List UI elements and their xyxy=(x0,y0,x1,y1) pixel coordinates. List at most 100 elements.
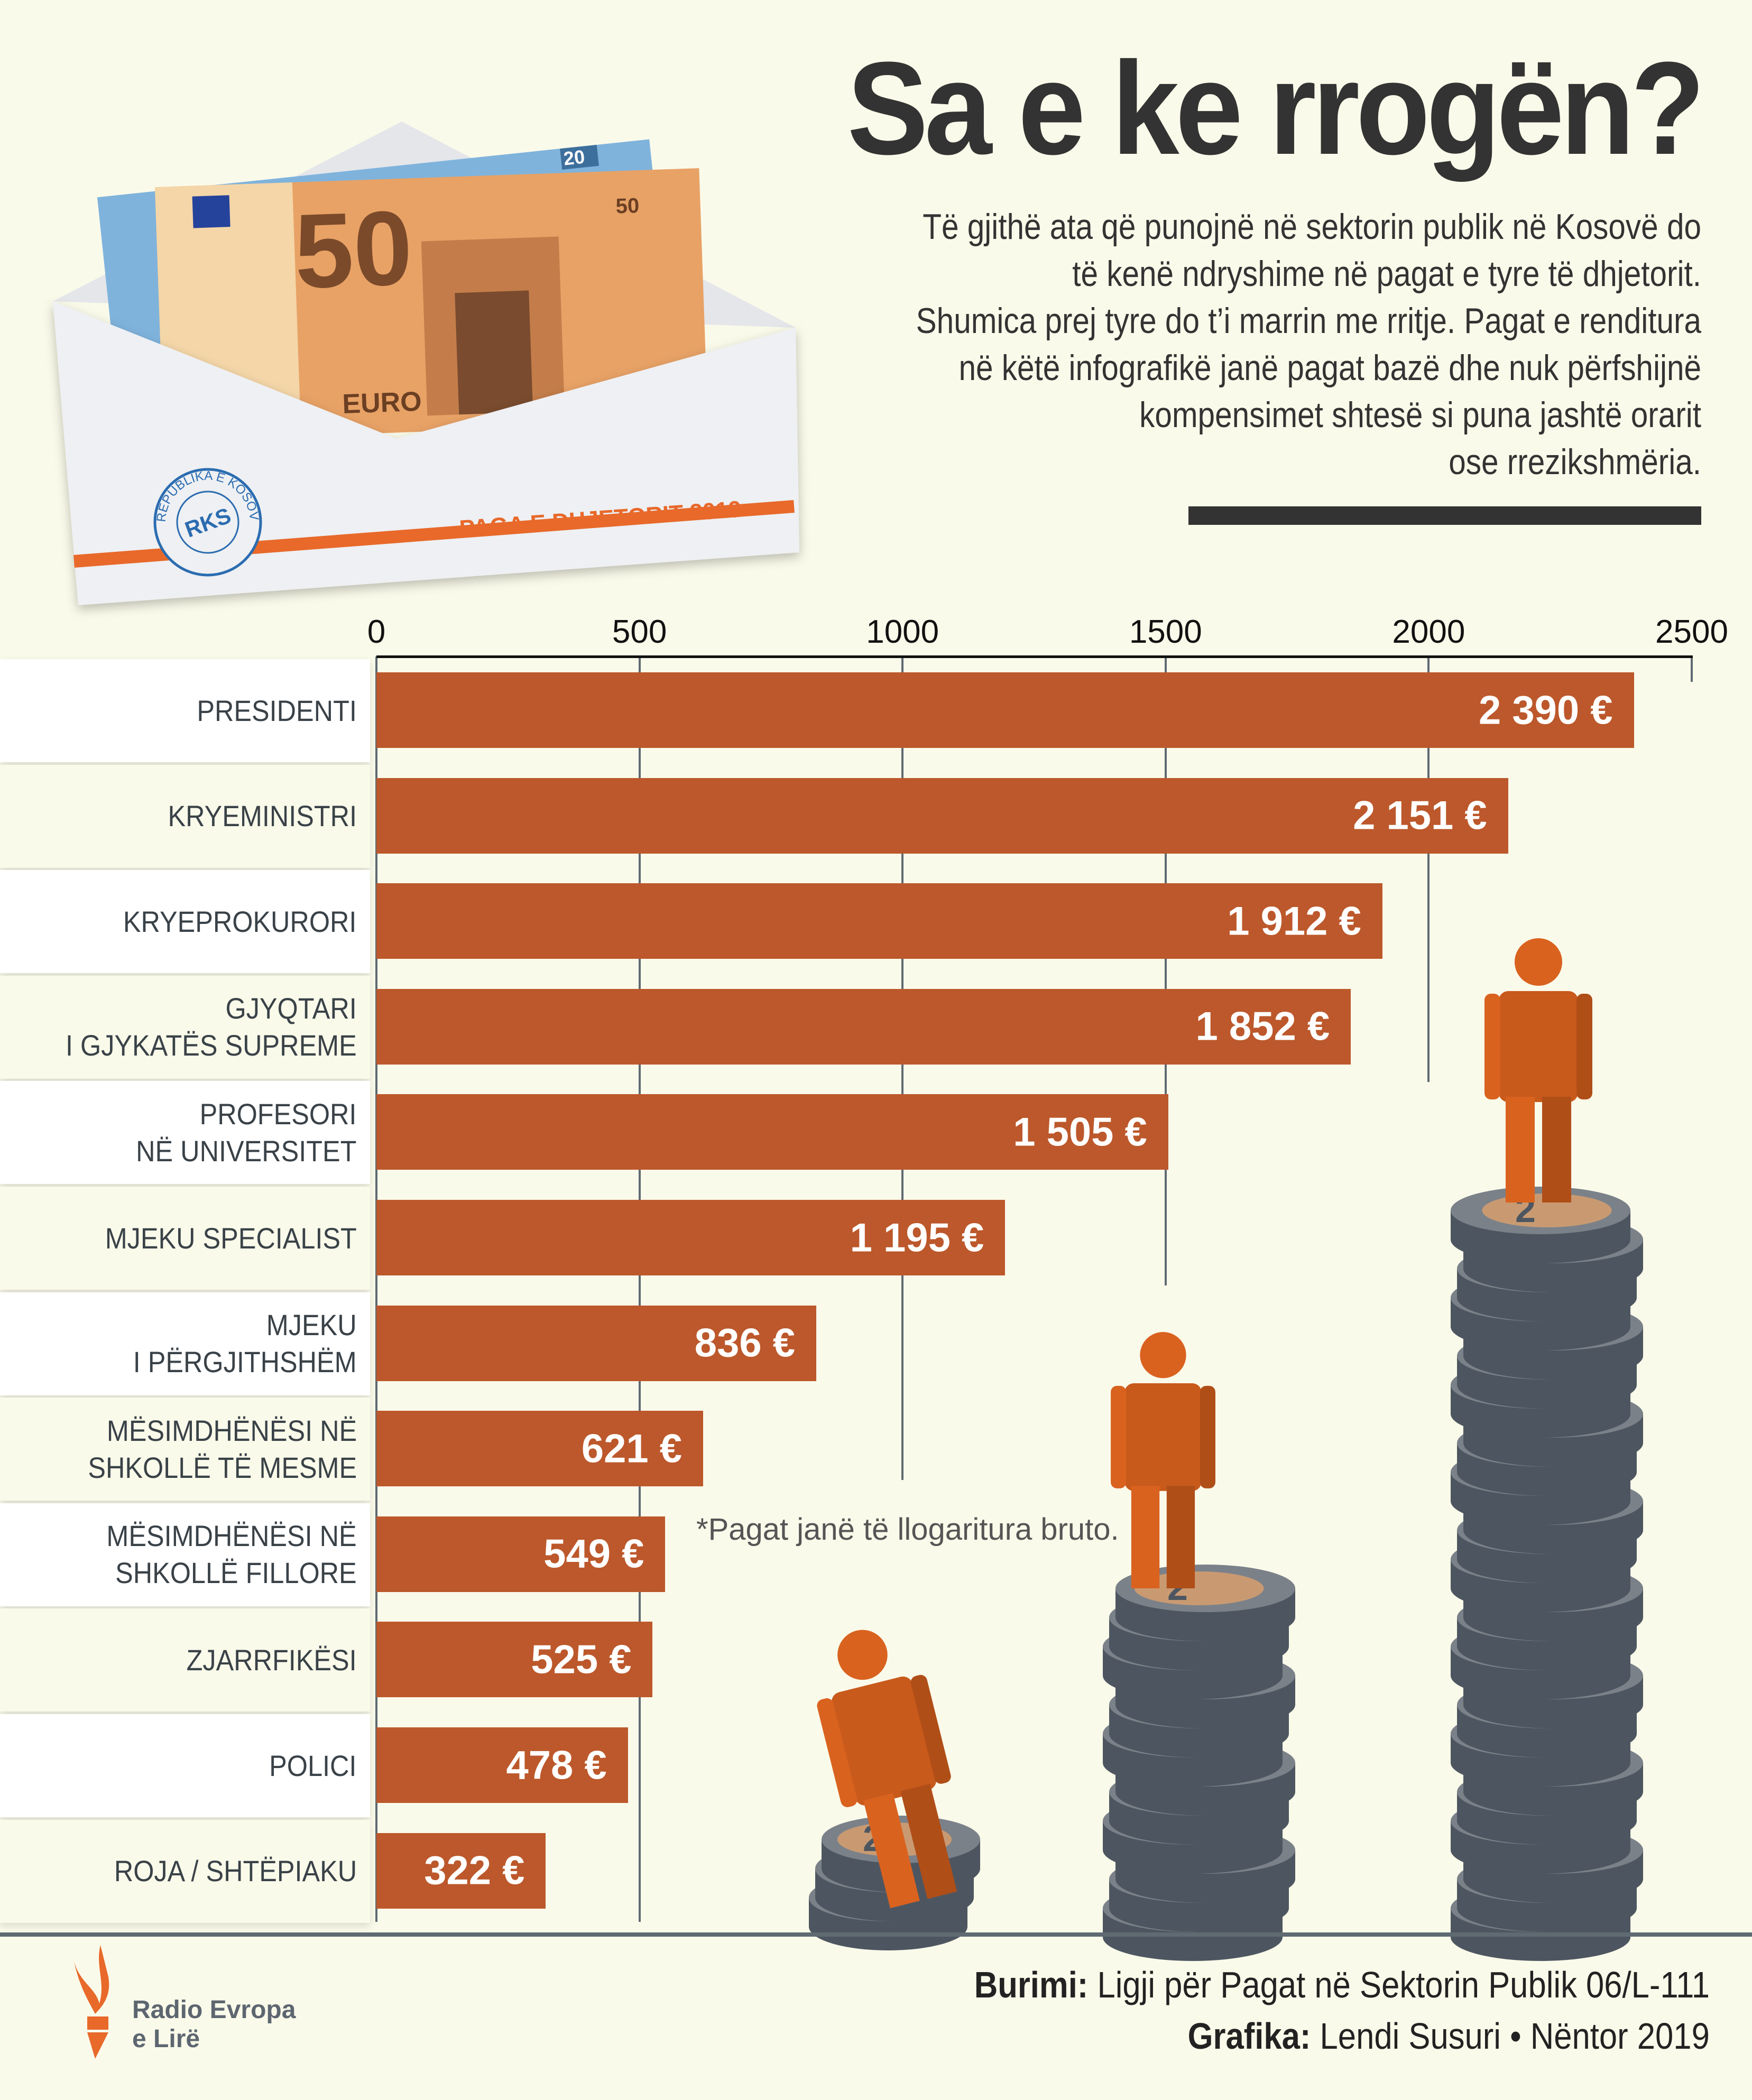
coin xyxy=(1457,1245,1637,1292)
svg-text:50: 50 xyxy=(615,194,640,218)
bar: 549 € xyxy=(376,1516,666,1592)
x-tick-label: 2500 xyxy=(1655,614,1728,650)
coin-value: 2 xyxy=(1167,1567,1188,1608)
source-text: Ligji për Pagat në Sektorin Publik 06/L-… xyxy=(1097,1964,1710,2005)
coin xyxy=(1109,1855,1289,1903)
x-tick-label: 500 xyxy=(612,614,667,650)
bar: 478 € xyxy=(376,1727,628,1803)
bar-value-label: 2 390 € xyxy=(1478,688,1613,733)
bar-value-label: 478 € xyxy=(506,1743,607,1788)
category-label: KRYEMINISTRI xyxy=(168,799,357,833)
coin xyxy=(1115,1739,1295,1787)
coin xyxy=(1451,1274,1630,1321)
category-label: KRYEPROKURORI xyxy=(123,904,357,938)
coin xyxy=(1451,1710,1630,1757)
bar-value-label: 836 € xyxy=(694,1320,795,1366)
coin xyxy=(1457,1506,1637,1554)
x-axis-line xyxy=(376,655,1693,658)
logo-line1: Radio Evropa xyxy=(132,1996,296,2024)
category-label: ZJARRFIKËSI xyxy=(186,1643,357,1677)
svg-text:EURO: EURO xyxy=(342,386,422,420)
coin xyxy=(1457,1855,1637,1903)
coin xyxy=(1451,1187,1630,1234)
coin xyxy=(1451,1884,1630,1932)
coin xyxy=(1463,1652,1643,1699)
bar-value-label: 549 € xyxy=(543,1531,644,1577)
gridline xyxy=(1164,656,1167,1285)
coin xyxy=(1463,1216,1643,1263)
bar-value-label: 1 912 € xyxy=(1227,899,1361,944)
graphics-label: Grafika: xyxy=(1187,2015,1311,2057)
category-label: PROFESORI NË UNIVERSITET xyxy=(136,1097,357,1168)
coin-stack: 2 xyxy=(809,1816,980,1950)
coin xyxy=(1115,1826,1295,1874)
coin xyxy=(1103,1710,1283,1757)
coin xyxy=(1451,1535,1630,1583)
coin xyxy=(1103,1623,1283,1670)
bar: 1 852 € xyxy=(376,988,1351,1065)
gridline xyxy=(1427,656,1430,1082)
coin xyxy=(822,1816,980,1863)
intro-text: Të gjithë ata që punojnë në sektorin pub… xyxy=(792,203,1701,486)
bar: 2 390 € xyxy=(376,672,1634,748)
coin xyxy=(1115,1652,1295,1699)
coin xyxy=(1109,1768,1289,1816)
bar: 621 € xyxy=(376,1411,704,1487)
source-line: Burimi: Ligji për Pagat në Sektorin Publ… xyxy=(974,1964,1710,2006)
coin xyxy=(1451,1361,1630,1409)
divider xyxy=(1188,506,1701,525)
coin xyxy=(1463,1739,1643,1787)
person-figure-icon xyxy=(817,1630,957,1909)
category-label: MJEKU SPECIALIST xyxy=(105,1221,357,1255)
coin xyxy=(1457,1681,1637,1728)
category-label: MËSIMDHËNËSI NË SHKOLLË FILLORE xyxy=(106,1519,357,1590)
category-panel: ZJARRFIKËSI xyxy=(0,1608,370,1712)
coin xyxy=(1457,1332,1637,1380)
category-panel: MËSIMDHËNËSI NË SHKOLLË FILLORE xyxy=(0,1503,370,1606)
category-panel: PROFESORI NË UNIVERSITET xyxy=(0,1081,370,1185)
baseline xyxy=(0,1932,1752,1937)
intro-line: kompensimet shtesë si puna jashtë orarit xyxy=(1139,395,1701,435)
coin xyxy=(1463,1565,1643,1612)
bar-value-label: 322 € xyxy=(424,1848,525,1893)
coin xyxy=(1463,1477,1643,1525)
coin xyxy=(1115,1565,1295,1612)
intro-line: ose rrezikshmëria. xyxy=(1449,442,1701,482)
coin-stack: 2 xyxy=(1451,1187,1643,1961)
bar-value-label: 525 € xyxy=(531,1637,632,1682)
x-tick-label: 0 xyxy=(367,614,386,650)
category-panel: MËSIMDHËNËSI NË SHKOLLË TË MESME xyxy=(0,1398,370,1501)
category-panel: MJEKU SPECIALIST xyxy=(0,1187,370,1290)
person-figure-icon xyxy=(1111,1332,1215,1588)
bar: 322 € xyxy=(376,1833,546,1909)
coin-value: 2 xyxy=(1515,1189,1536,1230)
graphics-text: Lendi Susuri • Nëntor 2019 xyxy=(1320,2015,1710,2057)
coin xyxy=(1109,1681,1289,1728)
coin xyxy=(1463,1826,1643,1874)
category-panel: POLICI xyxy=(0,1714,370,1817)
category-panel: ROJA / SHTËPIAKU xyxy=(0,1819,370,1923)
bar-value-label: 621 € xyxy=(581,1426,683,1472)
intro-line: të kenë ndryshime në pagat e tyre të dhj… xyxy=(1072,254,1701,294)
bar: 1 912 € xyxy=(376,883,1382,959)
category-panel: GJYQTARI I GJYKATËS SUPREME xyxy=(0,975,370,1079)
intro-line: Shumica prej tyre do t’i marrin me rritj… xyxy=(916,301,1701,341)
coin xyxy=(1451,1448,1630,1496)
category-label: MJEKU I PËRGJITHSHËM xyxy=(133,1308,357,1379)
gridline xyxy=(1691,656,1693,682)
intro-line: në këtë infografikë janë pagat bazë dhe … xyxy=(958,348,1701,388)
coin xyxy=(1451,1623,1630,1670)
bar: 836 € xyxy=(376,1305,816,1381)
bar: 525 € xyxy=(376,1622,653,1698)
x-tick-label: 1500 xyxy=(1129,614,1202,650)
chart-note: *Pagat janë të llogaritura bruto. xyxy=(696,1512,1119,1547)
coin xyxy=(1457,1419,1637,1467)
category-label: ROJA / SHTËPIAKU xyxy=(114,1854,357,1888)
bar-value-label: 2 151 € xyxy=(1353,793,1487,838)
x-tick-label: 2000 xyxy=(1392,614,1465,650)
gridline xyxy=(638,656,641,1922)
bar: 2 151 € xyxy=(376,778,1508,854)
category-panel: MJEKU I PËRGJITHSHËM xyxy=(0,1292,370,1395)
y-axis-line xyxy=(375,656,377,1922)
graphics-line: Grafika: Lendi Susuri • Nëntor 2019 xyxy=(1188,2015,1710,2057)
